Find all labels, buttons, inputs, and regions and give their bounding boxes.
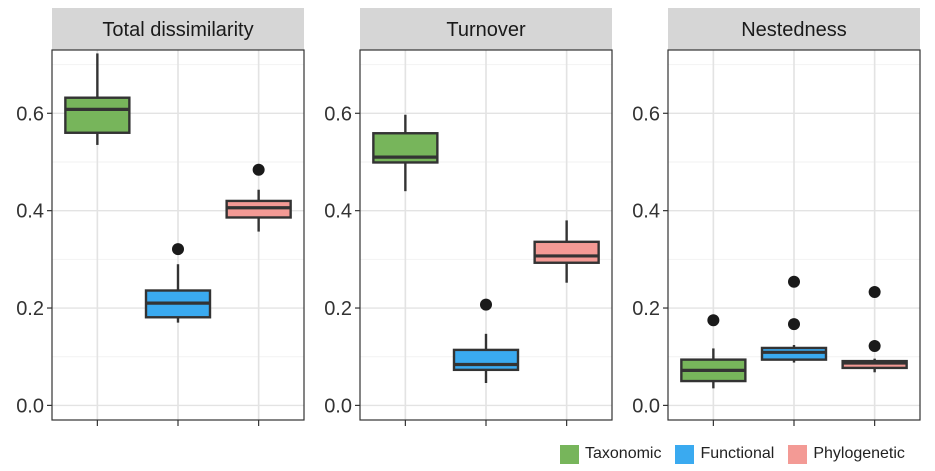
facet-strip-0 <box>52 8 304 50</box>
box-phylogenetic-2-outlier-point <box>868 340 881 352</box>
box-functional-1-outlier-point <box>480 298 492 311</box>
legend-key-taxonomic <box>560 444 579 464</box>
box-functional-0-outlier-point <box>172 243 184 256</box>
facet-strip-1 <box>360 8 612 50</box>
y-tick-label: 0.6 <box>632 103 660 125</box>
box-functional-1 <box>452 348 520 372</box>
facet-title-0: Total dissimilarity <box>102 19 253 41</box>
legend: Taxonomic Functional Phylogenetic <box>560 442 919 466</box>
y-tick-label: 0.0 <box>16 395 44 417</box>
y-tick-label: 0.0 <box>632 395 660 417</box>
y-tick-label: 0.4 <box>632 201 660 223</box>
facet-title-1: Turnover <box>446 19 526 41</box>
box-phylogenetic-0-outlier-point <box>252 163 265 176</box>
box-taxonomic-2-outlier-point <box>707 314 720 327</box>
facet-title-2: Nestedness <box>741 19 847 41</box>
y-tick-label: 0.6 <box>16 103 44 125</box>
box-taxonomic-0 <box>64 96 131 134</box>
legend-item-taxonomic: Taxonomic <box>560 444 662 464</box>
legend-item-phylogenetic: Phylogenetic <box>788 444 905 464</box>
y-tick-label: 0.0 <box>324 395 352 417</box>
facet-strip-2 <box>668 8 920 50</box>
legend-key-phylogenetic <box>788 444 808 464</box>
y-tick-label: 0.2 <box>632 298 660 320</box>
legend-label-phylogenetic: Phylogenetic <box>813 445 905 462</box>
legend-label-taxonomic: Taxonomic <box>585 445 662 462</box>
y-tick-label: 0.2 <box>16 298 44 320</box>
legend-label-functional: Functional <box>700 445 775 462</box>
box-phylogenetic-2-outlier-point <box>868 285 881 298</box>
y-tick-label: 0.2 <box>324 298 352 320</box>
box-phylogenetic-1 <box>533 240 600 264</box>
y-tick-label: 0.4 <box>16 201 44 223</box>
box-functional-2-outlier-point <box>788 275 800 288</box>
box-functional-2-outlier-point <box>788 318 800 331</box>
y-tick-label: 0.6 <box>324 103 352 125</box>
y-tick-label: 0.4 <box>324 201 352 223</box>
legend-item-functional: Functional <box>675 444 775 464</box>
legend-key-functional <box>675 444 695 464</box>
